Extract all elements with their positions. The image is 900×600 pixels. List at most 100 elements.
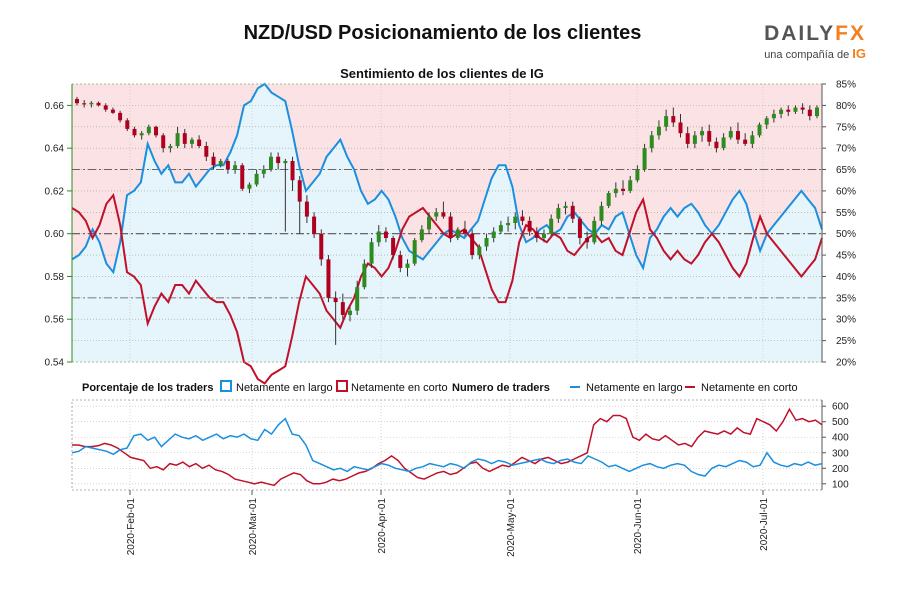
candle-body (470, 233, 475, 256)
series-line-long-pct (71, 82, 823, 275)
candle-body (319, 233, 324, 260)
chart-subtitle: Sentimiento de los clientes de IG (340, 66, 544, 81)
candle-body (441, 212, 446, 217)
candle-body (750, 135, 755, 144)
candle-body (355, 287, 360, 311)
candle-body (549, 218, 554, 234)
right-tick-label: 35% (836, 293, 856, 304)
bottom-tick-label: 300 (832, 448, 849, 459)
right-tick-label: 60% (836, 186, 856, 197)
x-tick-label: 2020-Mar-01 (248, 498, 259, 556)
candle-body (398, 255, 403, 268)
right-tick-label: 65% (836, 165, 856, 176)
logo-subtext: una compañía de IG (764, 46, 866, 61)
candle-body (642, 148, 647, 170)
right-tick-label: 80% (836, 101, 856, 112)
candle-body (671, 116, 676, 123)
candle-body (807, 109, 812, 117)
right-tick-label: 30% (836, 315, 856, 326)
candle-body (297, 180, 302, 202)
legend-short-box-label: Netamente en corto (351, 382, 448, 394)
candle-body (541, 233, 546, 238)
candle-body (635, 169, 640, 181)
candle-body (735, 131, 740, 140)
candle-body (247, 184, 252, 189)
candle-body (656, 126, 661, 136)
candle-body (96, 102, 101, 106)
candle-body (498, 225, 503, 232)
candle-body (585, 237, 590, 243)
legend: Porcentaje de los traders Netamente en l… (82, 380, 798, 394)
candle-body (664, 116, 669, 127)
candle-body (577, 218, 582, 238)
bottom-tick-label: 200 (832, 464, 849, 475)
candle-body (800, 107, 805, 110)
candle-body (700, 131, 705, 136)
candle-body (118, 112, 123, 121)
candle-body (484, 237, 489, 247)
candle-body (427, 216, 432, 230)
logo-ig-accent: IG (852, 46, 866, 61)
right-tick-label: 75% (836, 122, 856, 133)
candle-body (261, 169, 266, 174)
candle-body (82, 103, 87, 105)
candle-body (125, 120, 130, 129)
candle-body (592, 220, 597, 243)
candle-body (412, 240, 417, 264)
legend-short-line-label: Netamente en corto (701, 382, 798, 394)
candle-body (146, 126, 151, 134)
left-tick-label: 0.66 (45, 101, 65, 112)
x-tick-label: 2020-Apr-01 (377, 498, 388, 554)
candle-body (268, 156, 273, 170)
right-tick-label: 55% (836, 208, 856, 219)
right-tick-label: 25% (836, 336, 856, 347)
candle-body (182, 133, 187, 144)
left-tick-label: 0.58 (45, 272, 65, 283)
candle-body (786, 109, 791, 112)
candle-body (276, 156, 281, 164)
candle-body (527, 220, 532, 232)
candle-body (513, 216, 518, 223)
candle-body (75, 98, 79, 104)
x-tick-label: 2020-May-01 (506, 498, 517, 557)
candle-body (728, 131, 733, 138)
right-tick-label: 45% (836, 251, 856, 262)
candle-body (692, 135, 697, 144)
legend-header-number: Numero de traders (452, 382, 550, 394)
right-tick-label: 40% (836, 272, 856, 283)
candle-body (563, 205, 568, 209)
candle-body (491, 231, 496, 238)
candle-body (815, 107, 819, 117)
candle-body (628, 180, 633, 191)
candle-body (154, 126, 159, 136)
right-tick-label: 85% (836, 80, 856, 91)
right-tick-label: 70% (836, 144, 856, 155)
bottom-tick-label: 500 (832, 417, 849, 428)
candle-body (110, 109, 115, 113)
candle-body (197, 139, 202, 147)
main-title: NZD/USD Posicionamiento de los clientes (243, 22, 642, 44)
candle-body (520, 216, 525, 221)
candle-body (477, 246, 482, 256)
right-tick-label: 20% (836, 358, 856, 369)
candle-body (771, 113, 776, 119)
candle-body (434, 212, 439, 217)
left-tick-label: 0.62 (45, 186, 65, 197)
candle-body (613, 188, 618, 194)
candle-body (168, 146, 173, 149)
bottom-tick-label: 400 (832, 433, 849, 444)
series-line-long-count (71, 417, 823, 477)
candle-body (757, 124, 762, 136)
right-tick-label: 50% (836, 229, 856, 240)
candle-body (685, 133, 690, 144)
legend-long-box-swatch (220, 380, 232, 392)
candle-body (132, 128, 137, 136)
candle-body (419, 229, 424, 241)
candle-body (312, 216, 317, 234)
bottom-plot-frame (71, 399, 823, 491)
candle-body (240, 165, 245, 189)
x-tick-label: 2020-Feb-01 (126, 498, 137, 556)
candle-body (570, 205, 575, 219)
logo-sub-text: una compañía de (764, 49, 850, 61)
bottom-tick-label: 100 (832, 479, 849, 490)
